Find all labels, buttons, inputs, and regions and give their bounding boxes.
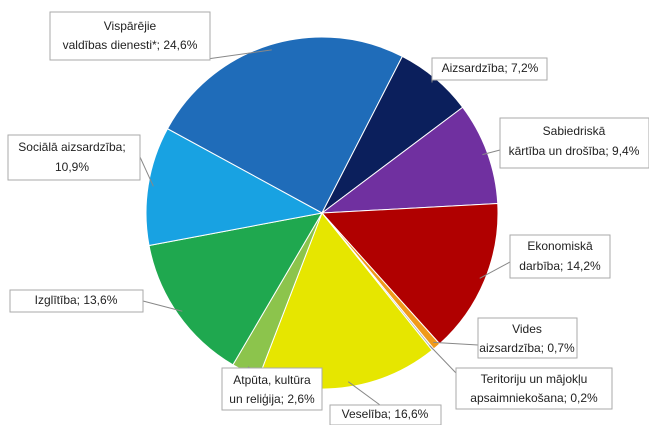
data-label: Vides <box>512 322 542 336</box>
leader-line <box>479 261 511 279</box>
label-box <box>499 117 649 169</box>
pie-slice <box>148 212 323 366</box>
leader-line <box>347 381 381 406</box>
label-box <box>431 57 548 81</box>
data-label: Ekonomiskā <box>527 239 593 253</box>
data-label: un reliģija; 2,6% <box>229 392 315 406</box>
leader-line <box>433 341 479 346</box>
data-label: Teritoriju un mājokļu <box>481 372 588 386</box>
data-label: Sabiedriskā <box>543 124 606 138</box>
data-label: Vispārējie <box>104 19 157 33</box>
leader-line <box>142 300 183 312</box>
label-box <box>7 134 141 181</box>
label-box <box>221 367 323 411</box>
data-label: apsaimniekošana; 0,2% <box>470 391 598 405</box>
data-label: Izglītība; 13,6% <box>35 293 118 307</box>
data-label: 10,9% <box>55 160 89 174</box>
data-label: valdības dienesti*; 24,6% <box>63 38 198 52</box>
leader-line <box>482 149 501 156</box>
leader-line <box>199 49 272 61</box>
label-box <box>509 234 611 279</box>
pie-slice <box>320 203 499 345</box>
pie-slice <box>166 36 404 214</box>
data-label: Aizsardzība; 7,2% <box>442 61 539 75</box>
data-label: Sociālā aizsardzība; <box>18 140 125 154</box>
label-box <box>477 317 578 359</box>
label-box <box>455 367 613 410</box>
pie-slice <box>145 128 324 247</box>
data-label: darbība; 14,2% <box>519 259 601 273</box>
data-label: kārtība un drošība; 9,4% <box>509 144 640 158</box>
leader-line <box>139 156 154 187</box>
data-label: aizsardzība; 0,7% <box>479 341 575 355</box>
leader-line <box>429 345 457 374</box>
label-box <box>9 289 144 313</box>
data-label: Atpūta, kultūra <box>233 373 311 387</box>
label-box <box>49 11 211 61</box>
label-box <box>329 404 442 425</box>
data-label: Veselība; 16,6% <box>342 407 429 421</box>
